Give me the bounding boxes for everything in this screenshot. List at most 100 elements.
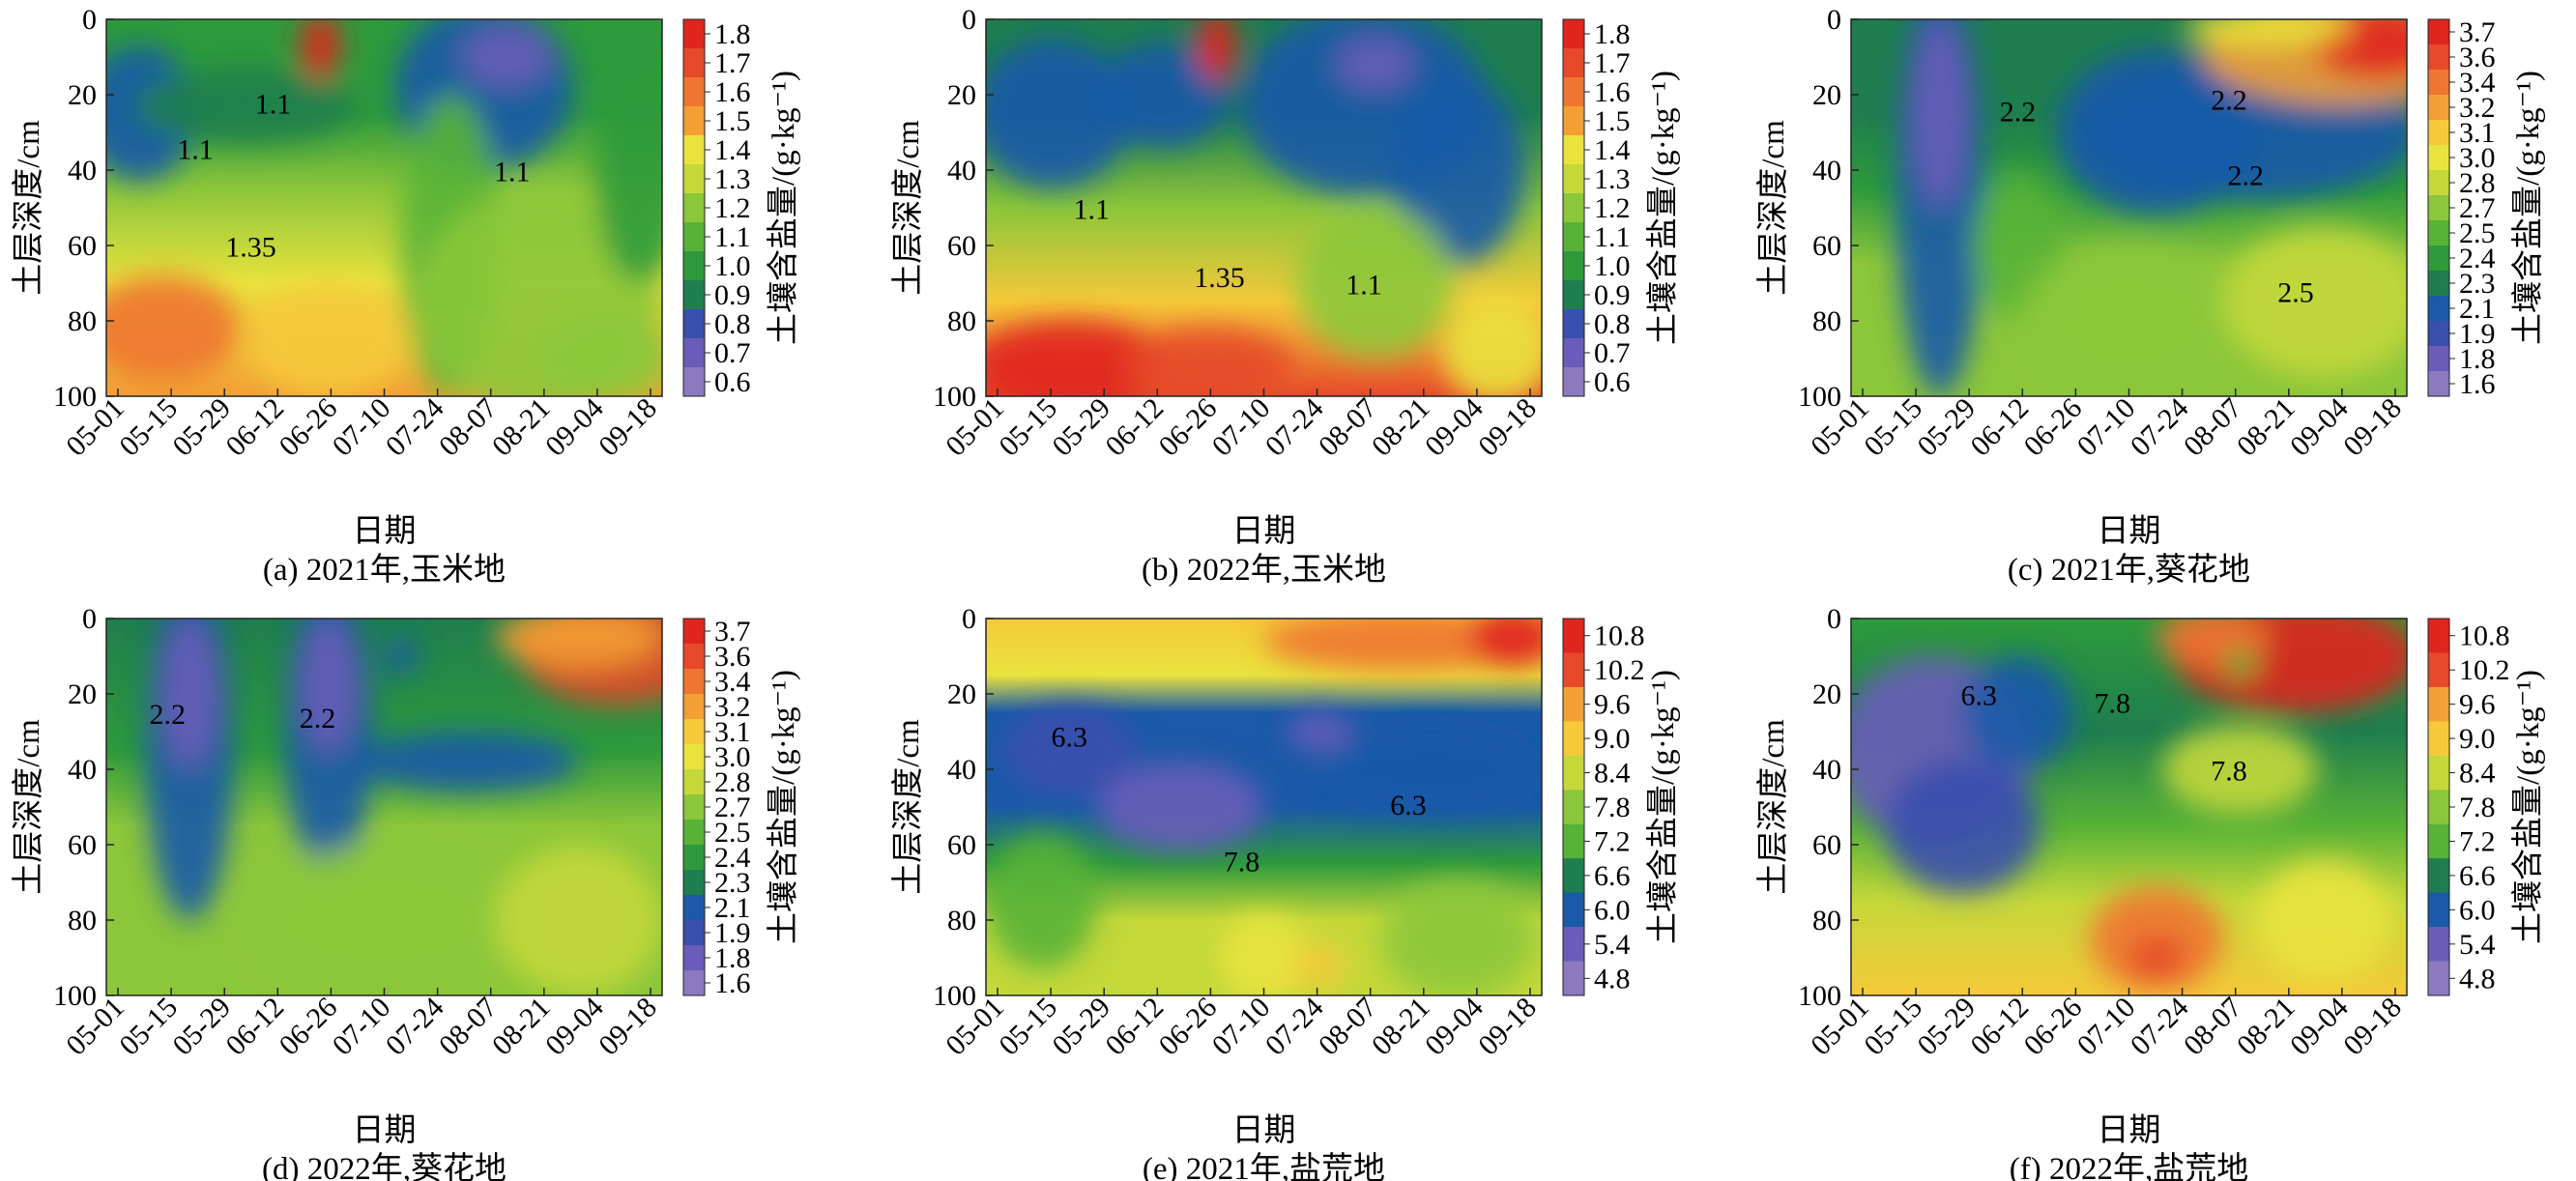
y-tick-label: 60	[947, 230, 976, 262]
colorbar-swatch	[683, 794, 705, 821]
colorbar-tick-label: 2.1	[2459, 293, 2496, 325]
colorbar-tick-label: 3.1	[714, 716, 751, 748]
x-tick-label: 09-18	[1472, 992, 1543, 1062]
x-tick-label: 08-07	[433, 992, 504, 1062]
colorbar-tick-label: 0.9	[714, 279, 751, 311]
x-tick-label: 07-24	[2125, 992, 2195, 1062]
colorbar-swatch	[2428, 652, 2449, 688]
y-axis-label: 土层深度/cm	[1755, 719, 1791, 895]
panel-caption: (e) 2021年,盐荒地	[1143, 1151, 1385, 1181]
heatmap-cell	[986, 833, 1097, 969]
colorbar-swatch	[683, 106, 705, 136]
heatmap-cell	[2256, 859, 2390, 981]
colorbar-swatch	[683, 719, 705, 745]
colorbar-tick-label: 2.7	[714, 792, 751, 823]
colorbar-tick-label: 2.8	[2459, 167, 2496, 199]
heatmap-cell	[1336, 38, 1414, 92]
x-tick-label: 09-04	[539, 392, 610, 463]
y-tick-label: 100	[1798, 381, 1841, 413]
x-axis-label: 日期	[353, 1113, 417, 1148]
colorbar-swatch	[2428, 70, 2449, 96]
colorbar-tick-label: 0.6	[1594, 366, 1631, 398]
colorbar-swatch	[2428, 120, 2449, 146]
heatmap-cell	[986, 38, 1131, 189]
colorbar-swatch	[683, 619, 705, 645]
y-tick-label: 60	[68, 230, 97, 262]
colorbar-tick-label: 2.3	[714, 867, 751, 899]
colorbar-swatch	[1563, 309, 1584, 339]
x-tick-label: 05-29	[1911, 392, 1982, 463]
colorbar-tick-label: 0.7	[714, 337, 751, 369]
colorbar-frame	[682, 618, 706, 996]
colorbar-tick-label: 1.1	[714, 221, 751, 253]
colorbar-swatch	[2428, 858, 2449, 894]
colorbar: 10.810.29.69.08.47.87.26.66.05.44.8 土壤含盐量…	[1562, 618, 1681, 996]
y-tick-label: 80	[947, 905, 976, 936]
contour-label: 6.3	[1390, 790, 1427, 821]
heatmap-cell	[1884, 758, 2041, 894]
x-tick-label: 05-15	[113, 392, 184, 463]
x-tick-label: 05-15	[1858, 992, 1928, 1062]
colorbar-tick-label: 0.8	[714, 308, 751, 340]
chart-panel-c: 2.2 2.22.22.5020406080100土层深度/cm05-0105-1…	[1755, 4, 2546, 588]
colorbar-tick-label: 7.2	[2459, 825, 2496, 857]
colorbar-swatch	[683, 820, 705, 846]
x-tick-label: 07-10	[2071, 392, 2142, 463]
heatmap-cell	[1297, 208, 1453, 359]
x-tick-label: 09-18	[593, 392, 663, 463]
colorbar-tick-label: 0.6	[714, 366, 751, 398]
heatmap-cell	[2128, 935, 2185, 981]
x-axis-label: 日期	[2098, 514, 2161, 549]
heatmap-cell	[384, 637, 418, 676]
colorbar-tick-label: 1.8	[714, 942, 751, 974]
y-tick-label: 0	[1827, 4, 1841, 36]
colorbar-swatch	[1563, 961, 1584, 996]
heatmap-area	[1851, 619, 2407, 995]
x-tick-label: 08-07	[2178, 992, 2248, 1062]
y-tick-label: 20	[1812, 678, 1841, 710]
colorbar: 1.81.71.61.51.41.31.21.11.00.90.80.70.6 土…	[682, 18, 801, 398]
y-tick-label: 40	[947, 754, 976, 786]
y-tick-label: 100	[933, 381, 976, 413]
colorbar-swatch	[2428, 892, 2449, 928]
y-tick-label: 60	[68, 829, 97, 861]
x-tick-label: 09-04	[1419, 392, 1490, 463]
colorbar-tick-label: 1.8	[2459, 343, 2496, 375]
panel-caption: (b) 2022年,玉米地	[1142, 552, 1386, 588]
heatmap-cell	[1441, 298, 1542, 396]
colorbar-tick-label: 10.8	[2459, 620, 2510, 652]
colorbar-tick-label: 1.4	[1594, 134, 1631, 166]
colorbar-tick-label: 10.2	[2459, 654, 2510, 686]
x-tick-label: 08-07	[433, 392, 504, 463]
colorbar-swatch	[683, 744, 705, 770]
colorbar-swatch	[683, 251, 705, 281]
contour-label: 6.3	[1961, 680, 1998, 712]
colorbar-swatch	[1563, 892, 1584, 928]
contour-label: 2.2	[2228, 160, 2265, 192]
y-tick-label: 100	[53, 980, 97, 1012]
colorbar-tick-label: 6.0	[1594, 894, 1631, 926]
colorbar-tick-label: 9.0	[1594, 723, 1631, 755]
heatmap-cell	[301, 619, 357, 755]
x-tick-label: 05-15	[1858, 392, 1928, 463]
colorbar-swatch	[683, 164, 705, 194]
y-tick-label: 0	[82, 603, 97, 635]
colorbar-swatch	[1563, 106, 1584, 136]
heatmap-cell	[245, 283, 413, 396]
x-axis-label: 日期	[1232, 1113, 1296, 1148]
colorbar-swatch	[2428, 195, 2449, 221]
chart-panel-b: 1.11.35 1.1020406080100土层深度/cm05-0105-150…	[890, 4, 1681, 588]
y-tick-label: 20	[947, 79, 976, 111]
colorbar-tick-label: 2.1	[714, 892, 751, 924]
colorbar-tick-label: 1.9	[2459, 318, 2496, 350]
x-tick-label: 09-04	[2284, 392, 2355, 463]
colorbar-swatch	[2428, 346, 2449, 372]
colorbar: 3.73.63.43.23.13.02.82.72.52.42.32.11.91…	[682, 616, 801, 999]
colorbar-tick-label: 3.1	[2459, 117, 2496, 149]
x-tick-label: 05-29	[166, 392, 237, 463]
x-tick-label: 07-10	[2071, 992, 2142, 1062]
colorbar-tick-label: 1.3	[1594, 163, 1631, 195]
colorbar-tick-label: 9.6	[2459, 689, 2496, 721]
colorbar-tick-label: 9.0	[2459, 723, 2496, 755]
